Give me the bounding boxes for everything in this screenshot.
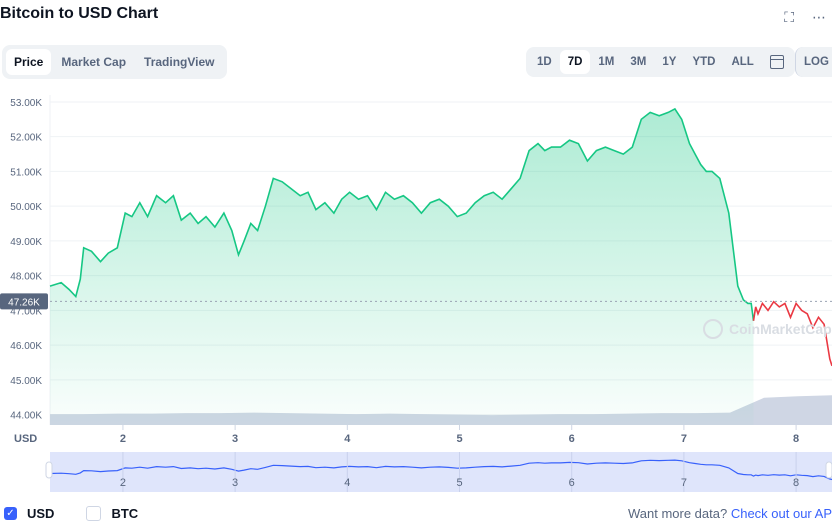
x-tick-label: 7 <box>681 433 687 445</box>
chart-title: Bitcoin to USD Chart <box>0 5 159 22</box>
navigator-tick-label: 6 <box>569 477 575 489</box>
tab-price[interactable]: Price <box>6 49 52 75</box>
range-all[interactable]: ALL <box>731 56 754 68</box>
navigator-tick-label: 5 <box>456 477 462 489</box>
range-navigator[interactable]: 2 3 4 5 6 7 8 <box>45 452 832 492</box>
currency-axis-label: USD <box>14 433 37 445</box>
range-3m[interactable]: 3M <box>630 56 647 68</box>
current-price-box <box>0 293 48 310</box>
range-1m[interactable]: 1M <box>598 56 615 68</box>
range-1y[interactable]: 1Y <box>662 56 677 68</box>
watermark-text: CoinMarketCap <box>729 321 832 337</box>
x-tick-label: 5 <box>456 433 462 445</box>
x-tick-label: 4 <box>344 433 351 445</box>
navigator-handle-right <box>825 461 832 479</box>
api-promo: Want more data? Check out our AP <box>628 506 832 521</box>
navigator-tick-label: 2 <box>120 477 126 489</box>
currency-legend: ✓ USD BTC <box>4 506 138 521</box>
x-tick-label: 6 <box>569 433 575 445</box>
x-axis: 2 3 4 5 6 7 8 <box>120 425 799 445</box>
price-line-down <box>752 300 832 367</box>
watermark: CoinMarketCap <box>703 319 832 339</box>
range-selector: 1D 7D 1M 3M 1Y YTD ALL <box>526 47 795 77</box>
tab-tradingview[interactable]: TradingView <box>144 55 215 69</box>
fullscreen-icon[interactable]: ⛶ <box>784 9 794 25</box>
navigator-tick-label: 3 <box>232 477 238 489</box>
chart-type-tabs: Price Market Cap TradingView <box>2 45 227 79</box>
range-ytd[interactable]: YTD <box>692 56 716 68</box>
y-tick-label: 52.00K <box>10 133 42 144</box>
more-icon[interactable]: ⋯ <box>812 9 826 25</box>
y-tick-label: 49.00K <box>10 237 42 248</box>
y-axis: 53.00K 52.00K 51.00K 50.00K 49.00K 48.00K 47.0… <box>10 98 42 422</box>
log-toggle[interactable]: LOG <box>795 47 832 77</box>
navigator-tick-label: 4 <box>344 477 350 489</box>
y-tick-label: 50.00K <box>10 202 42 213</box>
y-tick-label: 53.00K <box>10 98 42 109</box>
usd-label: USD <box>27 506 55 521</box>
price-series <box>49 107 832 426</box>
current-price-label: 47.26K <box>8 297 40 308</box>
api-link[interactable]: Check out our AP <box>730 506 832 521</box>
navigator-background <box>50 452 832 492</box>
x-tick-label: 3 <box>232 433 238 445</box>
navigator-line <box>49 459 832 481</box>
calendar-icon[interactable] <box>769 55 784 69</box>
price-chart[interactable]: 53.00K 52.00K 51.00K 50.00K 49.00K 48.00K 47.0… <box>0 0 832 500</box>
y-tick-label: 47.00K <box>10 306 42 317</box>
current-price-tag: 47.26K <box>0 293 48 310</box>
navigator-tick-label: 8 <box>793 477 799 489</box>
price-area-fill <box>50 108 754 426</box>
btc-label: BTC <box>111 506 139 521</box>
promo-text: Want more data? <box>627 506 731 521</box>
y-tick-label: 48.00K <box>10 272 42 283</box>
y-tick-label: 46.00K <box>10 341 42 352</box>
coinmarketcap-logo-icon <box>703 319 723 339</box>
x-tick-label: 8 <box>793 433 799 445</box>
navigator-handle-left <box>45 461 53 479</box>
log-label: LOG <box>804 56 829 68</box>
usd-checkbox[interactable]: ✓ <box>4 507 17 520</box>
btc-checkbox[interactable] <box>86 506 102 521</box>
navigator-tick-label: 7 <box>681 477 687 489</box>
y-tick-label: 51.00K <box>10 167 42 178</box>
price-line-up <box>49 107 755 321</box>
y-tick-label: 45.00K <box>10 376 42 387</box>
x-tick-label: 2 <box>120 433 126 445</box>
tab-market-cap[interactable]: Market Cap <box>61 55 127 69</box>
y-tick-label: 44.00K <box>10 411 42 422</box>
range-1d[interactable]: 1D <box>537 56 552 68</box>
range-7d[interactable]: 7D <box>559 50 591 74</box>
